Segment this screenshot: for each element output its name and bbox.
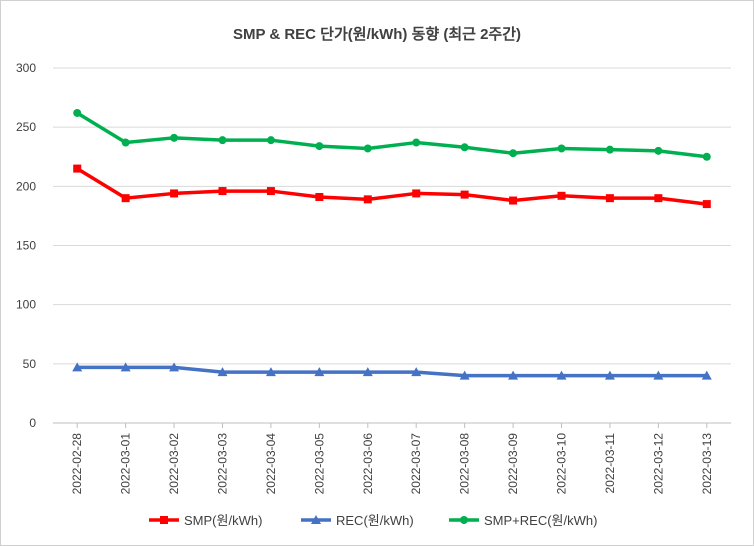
y-tick-label: 50 — [23, 357, 37, 371]
data-point-circle — [460, 143, 469, 152]
data-point-square — [605, 194, 614, 203]
x-tick-label: 2022-03-12 — [651, 433, 665, 495]
data-point-triangle — [314, 367, 325, 377]
series-line — [75, 166, 709, 206]
x-tick-label: 2022-02-28 — [70, 433, 84, 495]
data-point-circle — [121, 138, 130, 147]
data-point-circle — [605, 145, 614, 154]
data-point-triangle — [362, 367, 373, 377]
data-point-square — [557, 191, 566, 200]
series-line — [75, 111, 709, 159]
y-tick-label: 0 — [29, 416, 36, 430]
data-point-triangle — [604, 370, 615, 380]
data-point-square — [121, 194, 130, 203]
x-tick-label: 2022-03-05 — [312, 433, 326, 495]
data-point-triangle — [72, 362, 83, 372]
y-tick-label: 150 — [16, 239, 36, 253]
x-tick-label: 2022-03-01 — [119, 433, 133, 495]
data-point-triangle — [701, 370, 712, 380]
data-point-circle — [73, 108, 82, 117]
data-point-triangle — [120, 362, 131, 372]
legend-item: SMP(원/kWh) — [149, 513, 262, 528]
data-point-triangle — [217, 367, 228, 377]
x-tick-label: 2022-03-02 — [167, 433, 181, 495]
data-point-square — [218, 187, 227, 196]
legend-label: SMP+REC(원/kWh) — [484, 513, 597, 528]
data-point-triangle — [265, 367, 276, 377]
gridlines — [53, 67, 731, 424]
data-point-triangle — [169, 362, 180, 372]
y-axis-ticks: 0 50 100 150 200 250 300 — [16, 61, 36, 430]
data-point-circle — [412, 138, 421, 147]
data-point-square — [73, 164, 82, 173]
x-tick-label: 2022-03-03 — [216, 433, 230, 495]
series-layer — [72, 108, 712, 380]
x-tick-label: 2022-03-13 — [700, 433, 714, 495]
data-point-circle — [218, 136, 227, 145]
y-tick-label: 200 — [16, 179, 36, 193]
data-point-circle — [557, 144, 566, 153]
data-point-square — [266, 187, 275, 196]
data-point-square — [509, 196, 518, 205]
legend-label: SMP(원/kWh) — [184, 513, 262, 528]
data-point-circle — [654, 146, 663, 155]
legend-item: SMP+REC(원/kWh) — [449, 513, 597, 528]
legend-label: REC(원/kWh) — [336, 513, 414, 528]
data-point-triangle — [411, 367, 422, 377]
x-tick-label: 2022-03-08 — [458, 433, 472, 495]
data-point-circle — [315, 142, 324, 151]
data-point-square — [170, 189, 179, 198]
series-2 — [73, 108, 711, 161]
y-tick-label: 300 — [16, 61, 36, 75]
x-tick-label: 2022-03-11 — [603, 433, 617, 494]
x-axis-ticks: 2022-02-28 2022-03-01 2022-03-02 2022-03-03… — [70, 423, 714, 494]
legend: SMP(원/kWh) REC(원/kWh) SMP+REC(원/kWh) — [149, 513, 597, 528]
data-point-triangle — [653, 370, 664, 380]
data-point-square — [412, 189, 421, 198]
x-tick-label: 2022-03-09 — [506, 433, 520, 495]
data-point-circle — [509, 149, 518, 158]
data-point-circle — [460, 516, 468, 524]
data-point-triangle — [508, 370, 519, 380]
data-point-triangle — [556, 370, 567, 380]
series-line — [75, 365, 709, 378]
data-point-square — [702, 200, 711, 209]
x-tick-label: 2022-03-04 — [264, 433, 278, 495]
series-1 — [72, 362, 712, 380]
data-point-square — [160, 516, 168, 524]
data-point-square — [363, 195, 372, 204]
y-tick-label: 100 — [16, 298, 36, 312]
data-point-square — [460, 190, 469, 199]
legend-item: REC(원/kWh) — [301, 513, 414, 528]
x-tick-label: 2022-03-10 — [555, 433, 569, 495]
x-tick-label: 2022-03-06 — [361, 433, 375, 495]
data-point-circle — [702, 152, 711, 161]
x-tick-label: 2022-03-07 — [409, 433, 423, 495]
data-point-triangle — [311, 515, 321, 524]
series-0 — [73, 164, 711, 209]
data-point-circle — [170, 133, 179, 142]
data-point-circle — [266, 136, 275, 145]
y-tick-label: 250 — [16, 120, 36, 134]
data-point-square — [315, 192, 324, 201]
data-point-circle — [363, 144, 372, 153]
data-point-square — [654, 194, 663, 203]
chart-title: SMP & REC 단가(원/kWh) 동향 (최근 2주간) — [233, 25, 521, 43]
data-point-triangle — [459, 370, 470, 380]
